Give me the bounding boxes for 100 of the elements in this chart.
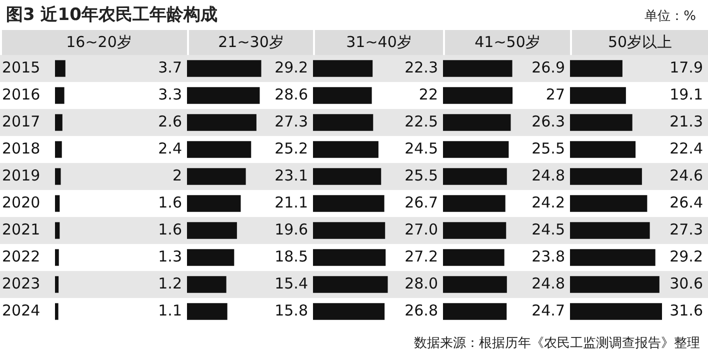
bar	[313, 303, 385, 320]
data-label: 19.6	[274, 220, 308, 238]
bar	[443, 87, 513, 104]
data-label: 22.4	[670, 139, 703, 158]
data-label: 24.8	[532, 274, 565, 292]
data-label: 24.6	[670, 166, 703, 184]
data-label: 28.6	[274, 85, 308, 104]
data-label: 29.2	[274, 58, 308, 76]
data-label: 22.3	[404, 58, 438, 76]
data-label: 26.8	[404, 301, 438, 320]
chart-title: 41~50岁	[443, 30, 570, 55]
y-tick-label: 2017	[2, 112, 40, 130]
data-label: 21.3	[670, 112, 703, 130]
data-label: 1.3	[158, 247, 182, 266]
data-label: 29.2	[670, 247, 703, 266]
data-label: 27.3	[670, 220, 703, 238]
bar	[55, 87, 64, 104]
y-tick-label: 2016	[2, 85, 40, 104]
data-label: 15.4	[274, 274, 308, 292]
bar	[313, 168, 382, 185]
bar	[443, 249, 504, 266]
data-label: 1.1	[158, 301, 182, 320]
bar	[187, 60, 262, 77]
data-label: 23.8	[532, 247, 565, 266]
bar	[313, 87, 372, 104]
bar	[443, 222, 506, 239]
data-label: 24.2	[532, 193, 565, 212]
data-label: 26.3	[532, 112, 565, 130]
data-label: 22.5	[404, 112, 438, 130]
data-label: 27.0	[404, 220, 438, 238]
data-label: 24.7	[532, 301, 565, 320]
bar	[443, 303, 507, 320]
data-label: 3.3	[158, 85, 182, 104]
text: 单位：%	[644, 8, 696, 25]
y-tick-label: 2020	[2, 193, 40, 212]
bar	[443, 114, 511, 131]
bar	[55, 60, 66, 77]
bar	[313, 195, 384, 212]
data-label: 24.5	[532, 220, 565, 238]
y-tick-label: 2022	[2, 247, 40, 266]
bar	[313, 249, 386, 266]
data-label: 19.1	[670, 85, 703, 104]
text: 16~20岁	[0, 30, 187, 55]
data-label: 27.3	[274, 112, 308, 130]
data-label: 25.5	[404, 166, 438, 184]
data-label: 2	[172, 166, 182, 184]
bar	[443, 195, 506, 212]
y-tick-label: 2018	[2, 139, 40, 158]
data-label: 24.5	[404, 139, 438, 158]
bar	[187, 222, 237, 239]
data-label: 2.6	[158, 112, 182, 130]
bar	[570, 87, 626, 104]
data-label: 3.7	[158, 58, 182, 76]
data-label: 25.2	[274, 139, 308, 158]
bar	[55, 303, 58, 320]
bar	[443, 60, 512, 77]
data-label: 26.9	[532, 58, 565, 76]
data-label: 2.4	[158, 139, 182, 158]
data-label: 15.8	[274, 301, 308, 320]
bar	[55, 249, 59, 266]
data-label: 1.6	[158, 193, 182, 212]
bar	[570, 195, 648, 212]
y-tick-label: 2015	[2, 58, 40, 76]
data-label: 17.9	[670, 58, 703, 76]
bar	[187, 114, 256, 131]
chart-title: 50岁以上	[570, 30, 708, 55]
data-label: 25.5	[532, 139, 565, 158]
bar	[313, 276, 388, 293]
bar	[187, 249, 234, 266]
bar	[187, 276, 226, 293]
bar	[187, 141, 252, 158]
data-label: 21.1	[274, 193, 308, 212]
bar	[443, 168, 507, 185]
bar	[55, 114, 62, 131]
data-label: 28.0	[404, 274, 438, 292]
chart-title: 31~40岁	[313, 30, 443, 55]
y-tick-label: 2023	[2, 274, 40, 292]
bar	[443, 276, 507, 293]
data-label: 23.1	[274, 166, 308, 184]
bar	[570, 141, 636, 158]
bar	[187, 303, 228, 320]
bar	[570, 303, 662, 320]
bar	[443, 141, 509, 158]
data-label: 26.4	[670, 193, 703, 212]
y-tick-label: 2019	[2, 166, 40, 184]
chart-title: 21~30岁	[187, 30, 313, 55]
caption: 图3 近10年农民工年龄构成	[6, 4, 218, 26]
data-label: 27.2	[404, 247, 438, 266]
bar	[570, 276, 660, 293]
bar	[313, 114, 374, 131]
data-label: 22	[418, 85, 438, 104]
bar	[570, 168, 642, 185]
data-label: 30.6	[670, 274, 703, 292]
bar	[570, 249, 656, 266]
bar	[55, 195, 60, 212]
bar	[187, 195, 241, 212]
bar	[187, 168, 246, 185]
bar	[55, 276, 59, 293]
bar	[55, 141, 62, 158]
bar	[313, 60, 373, 77]
